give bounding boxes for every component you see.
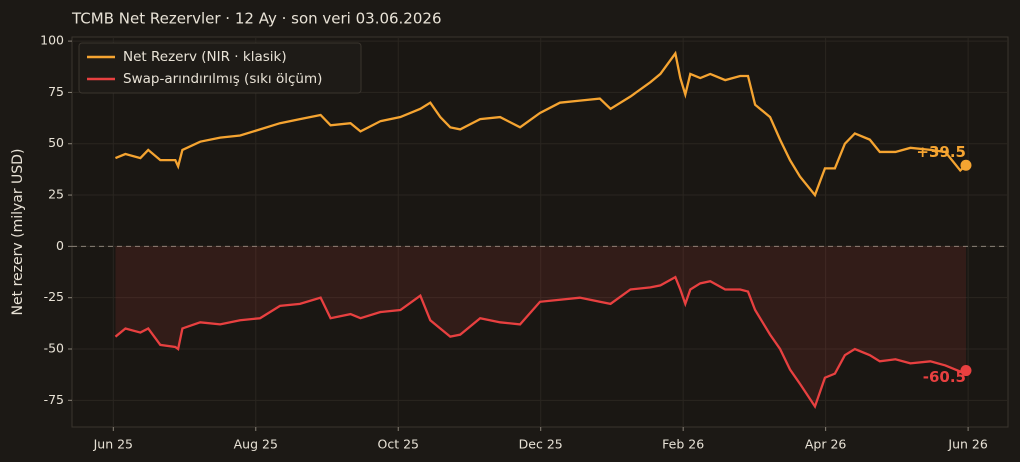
y-tick-label: 0 <box>56 238 64 253</box>
y-tick-label: 75 <box>48 84 64 99</box>
y-axis-label: Net rezerv (milyar USD) <box>10 149 26 316</box>
x-tick-label: Jun 25 <box>93 437 133 452</box>
line <box>114 275 967 410</box>
y-tick-label: -25 <box>44 289 64 304</box>
x-tick-label: Feb 26 <box>662 437 704 452</box>
x-tick-label: Aug 25 <box>234 437 278 452</box>
line <box>115 50 967 198</box>
end-dot <box>960 365 972 377</box>
end-label: +39.5 <box>916 143 966 161</box>
plot-area <box>71 36 1009 428</box>
x-tick-label: Jun 26 <box>947 437 987 452</box>
y-tick-label: -50 <box>44 341 64 356</box>
x-tick-label: Oct 25 <box>377 437 419 452</box>
x-tick-label: Apr 26 <box>805 437 847 452</box>
y-tick-label: 50 <box>48 135 64 150</box>
legend-label: Net Rezerv (NIR · klasik) <box>123 49 287 65</box>
legend-label: Swap-arındırılmış (sıkı ölçüm) <box>123 71 322 87</box>
x-tick-label: Dec 25 <box>519 437 563 452</box>
y-tick-label: 25 <box>48 187 64 202</box>
end-dot <box>960 159 972 171</box>
y-tick-label: 100 <box>40 33 64 48</box>
end-label: -60.5 <box>923 368 966 386</box>
chart-title: TCMB Net Rezervler · 12 Ay · son veri 03… <box>71 10 442 28</box>
legend-box <box>78 42 362 94</box>
y-tick-label: -75 <box>44 392 64 407</box>
area <box>115 246 966 407</box>
